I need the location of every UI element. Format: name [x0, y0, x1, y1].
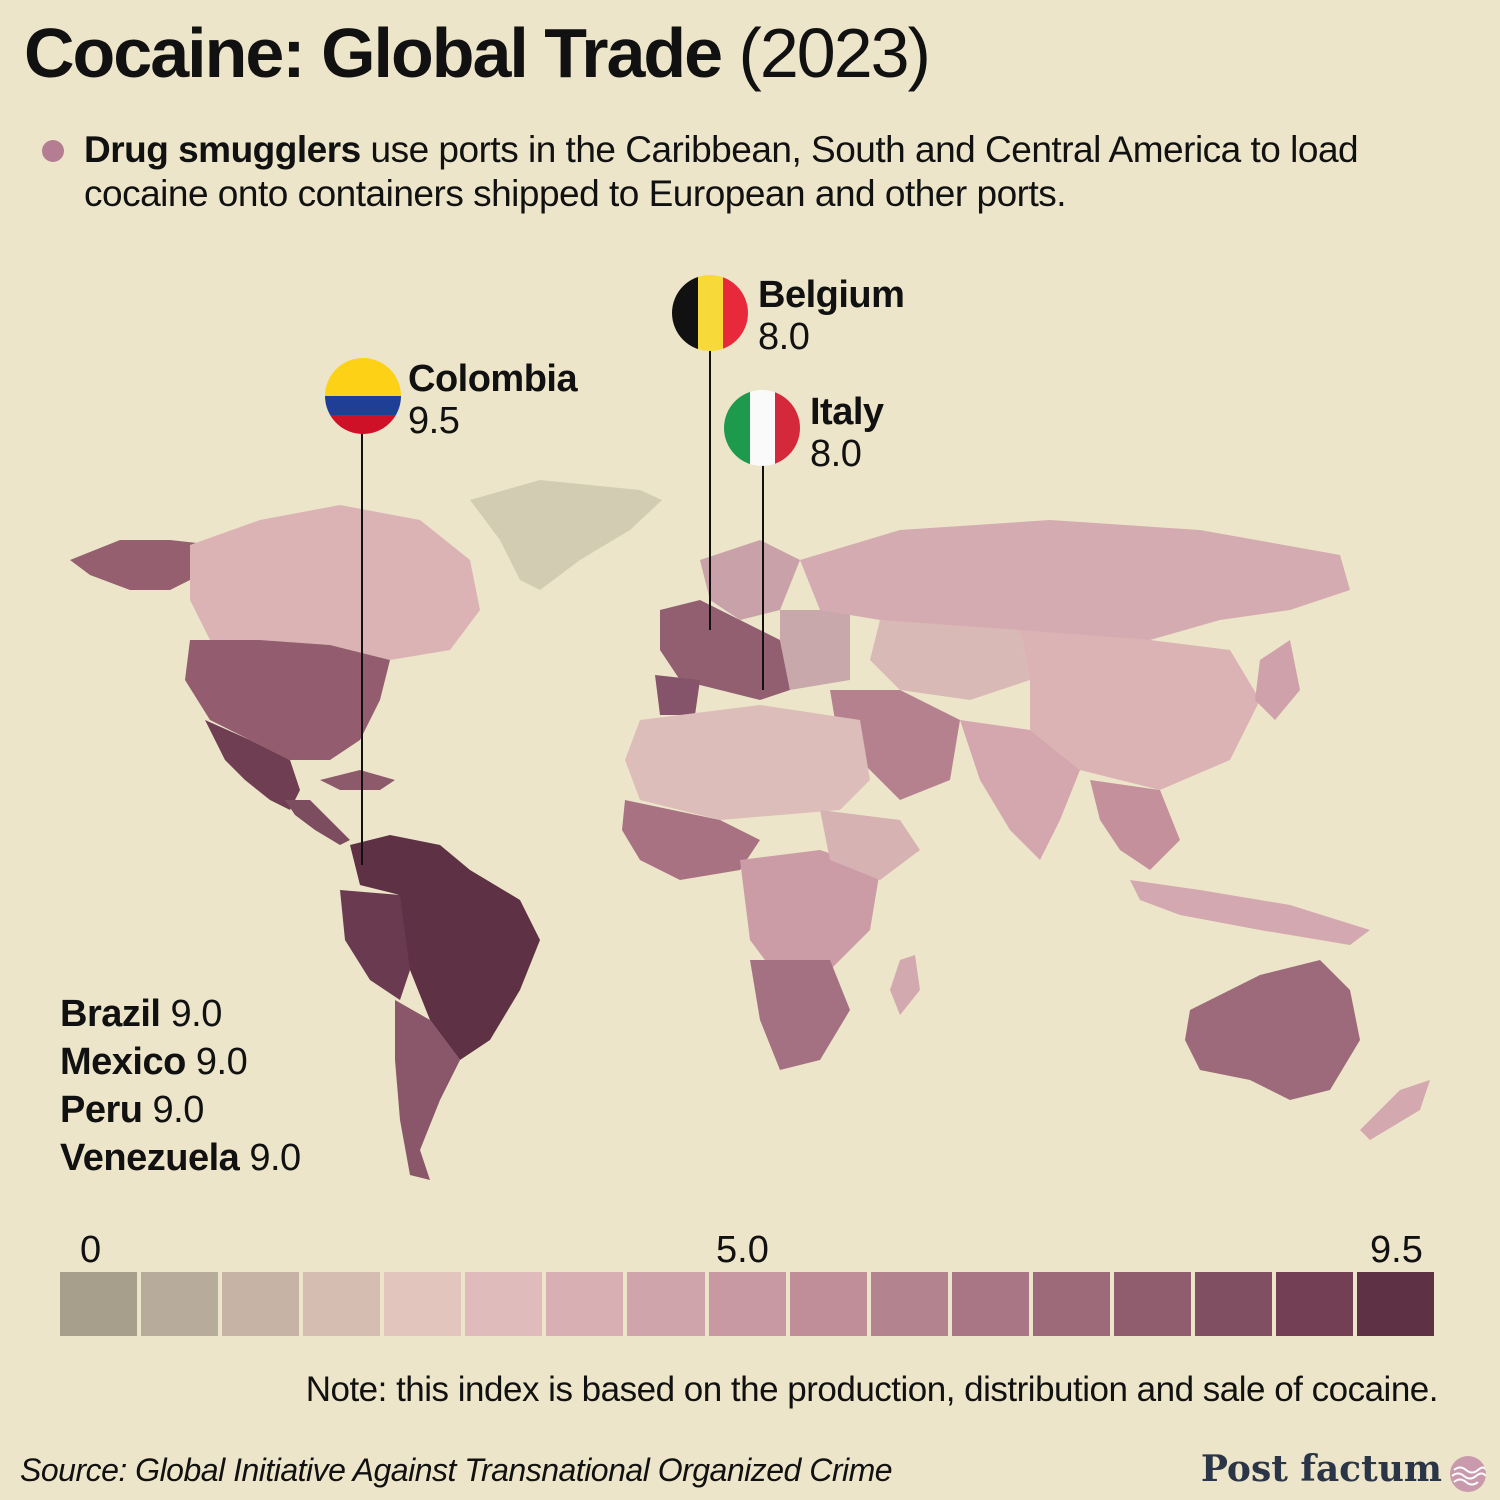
region-central-africa [740, 850, 880, 980]
region-scandinavia [700, 540, 800, 620]
region-central-america [285, 800, 350, 845]
colombia-label: Colombia [408, 358, 578, 400]
list-item: Mexico 9.0 [60, 1038, 301, 1086]
region-iberia [655, 675, 700, 715]
country-argentina-chile [395, 1000, 460, 1180]
world-map [70, 480, 1430, 1180]
country-peru-bolivia [340, 890, 410, 1000]
title-year: (2023) [738, 14, 931, 92]
legend-swatch [141, 1272, 219, 1336]
colombia-value: 9.5 [408, 400, 460, 442]
region-western-europe [660, 600, 790, 700]
legend-swatch [60, 1272, 138, 1336]
country-value: 9.0 [249, 1137, 301, 1179]
country-japan [1255, 640, 1300, 720]
country-greenland [470, 480, 662, 590]
legend-swatch [1113, 1272, 1191, 1336]
title-main: Cocaine: Global Trade [24, 14, 723, 92]
belgium-flag-icon [672, 275, 748, 351]
country-canada [190, 505, 480, 660]
bullet-dot [42, 140, 64, 162]
country-brazil [395, 870, 540, 1060]
legend-min-label: 0 [80, 1229, 102, 1271]
legend-swatch [627, 1272, 705, 1336]
legend-swatch [708, 1272, 786, 1336]
page-title: Cocaine: Global Trade (2023) [24, 18, 931, 88]
country-russia [800, 520, 1350, 640]
wave-logo-icon [1450, 1456, 1486, 1492]
subtitle-bold: Drug smugglers [84, 129, 361, 170]
legend-swatch [1194, 1272, 1272, 1336]
country-china [1020, 630, 1260, 790]
list-item: Venezuela 9.0 [60, 1134, 301, 1182]
country-new-zealand [1360, 1080, 1430, 1140]
region-west-africa [622, 800, 760, 880]
legend-swatch [870, 1272, 948, 1336]
country-india [960, 720, 1080, 860]
legend-swatch [303, 1272, 381, 1336]
region-east-africa [820, 810, 920, 880]
italy-label: Italy [810, 391, 884, 433]
belgium-callout: Belgium 8.0 [758, 274, 905, 358]
legend-swatch [546, 1272, 624, 1336]
country-name: Mexico [60, 1041, 186, 1083]
colombia-pin-line [361, 395, 363, 865]
country-alaska [70, 540, 215, 590]
italy-callout: Italy 8.0 [810, 391, 884, 475]
italy-pin-line [762, 428, 764, 690]
footnote: Note: this index is based on the product… [305, 1370, 1439, 1409]
colombia-flag-icon [325, 358, 401, 434]
legend-swatch [222, 1272, 300, 1336]
country-value: 9.0 [170, 993, 223, 1035]
country-usa [185, 640, 390, 760]
region-middle-east [830, 690, 960, 800]
legend-swatch [951, 1272, 1029, 1336]
country-madagascar [890, 955, 920, 1015]
belgium-pin-line [709, 312, 711, 630]
legend-swatch [1275, 1272, 1353, 1336]
list-item: Brazil 9.0 [60, 990, 301, 1038]
italy-flag-icon [724, 390, 800, 466]
region-central-asia [870, 620, 1030, 700]
subtitle: Drug smugglers use ports in the Caribbea… [84, 128, 1464, 216]
legend-swatch [465, 1272, 543, 1336]
legend-mid-label: 5.0 [716, 1229, 769, 1271]
legend-swatch [384, 1272, 462, 1336]
region-caribbean [320, 770, 395, 790]
country-australia [1185, 960, 1360, 1100]
country-name: Venezuela [60, 1137, 240, 1179]
country-value: 9.0 [152, 1089, 205, 1131]
country-name: Brazil [60, 993, 161, 1035]
brand-logo: Post factum [1200, 1448, 1442, 1490]
belgium-value: 8.0 [758, 316, 810, 358]
color-scale-legend [60, 1272, 1435, 1336]
belgium-label: Belgium [758, 274, 905, 316]
region-north-africa [625, 705, 870, 820]
region-indonesia [1130, 880, 1370, 945]
list-item: Peru 9.0 [60, 1086, 301, 1134]
source-credit: Source: Global Initiative Against Transn… [20, 1452, 893, 1488]
italy-value: 8.0 [810, 433, 862, 475]
legend-swatch [1357, 1272, 1435, 1336]
region-eastern-europe [780, 610, 850, 690]
legend-swatch [789, 1272, 867, 1336]
country-mexico [205, 720, 300, 810]
country-value: 9.0 [195, 1041, 248, 1083]
legend-max-label: 9.5 [1370, 1229, 1423, 1271]
other-countries-list: Brazil 9.0 Mexico 9.0 Peru 9.0 Venezuela… [60, 990, 301, 1182]
region-southeast-asia [1090, 780, 1180, 870]
colombia-callout: Colombia 9.5 [408, 358, 578, 442]
country-name: Peru [60, 1089, 143, 1131]
legend-swatch [1032, 1272, 1110, 1336]
subtitle-text: use ports in the Caribbean, South and Ce… [84, 129, 1359, 214]
region-southern-africa [750, 960, 850, 1070]
